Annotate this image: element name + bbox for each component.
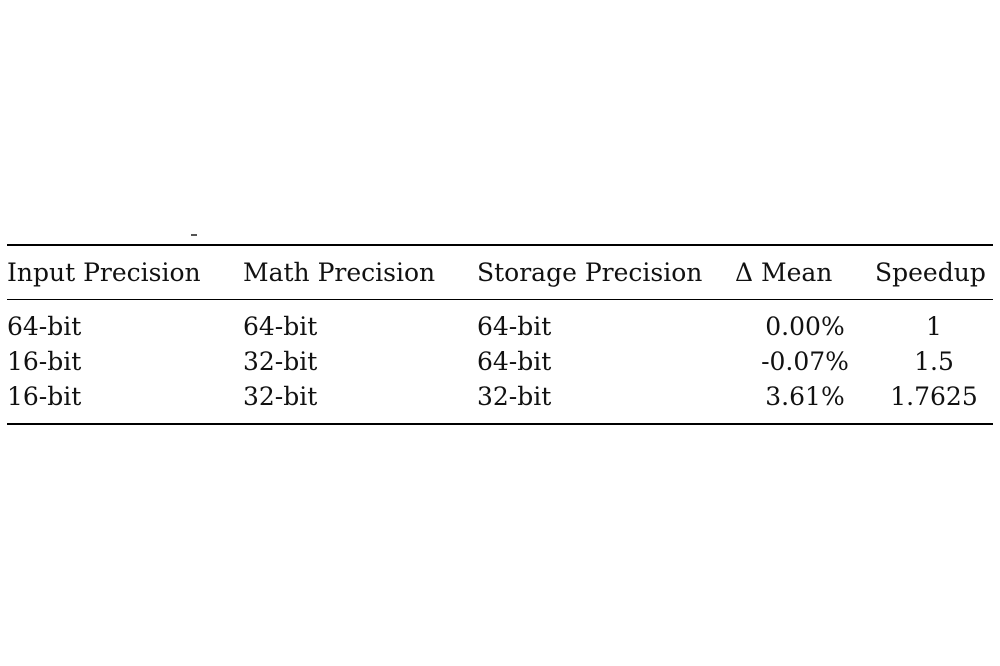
results-table-container: Input Precision Math Precision Storage P…	[7, 244, 993, 425]
cell-speedup: 1.7625	[890, 382, 978, 411]
cell-storage-precision: 64-bit	[477, 312, 552, 341]
table-row: 64-bit 64-bit 64-bit 0.00% 1	[7, 300, 993, 345]
cell-delta-mean: 3.61%	[765, 382, 845, 411]
table-row: 16-bit 32-bit 32-bit 3.61% 1.7625	[7, 379, 993, 424]
table-row: 16-bit 32-bit 64-bit -0.07% 1.5	[7, 344, 993, 379]
cell-input-precision: 16-bit	[7, 382, 82, 411]
cell-input-precision: 64-bit	[7, 312, 82, 341]
header-delta-mean: Δ Mean	[735, 258, 833, 287]
header-math-precision: Math Precision	[243, 258, 436, 287]
cell-math-precision: 32-bit	[243, 347, 318, 376]
table-header-row: Input Precision Math Precision Storage P…	[7, 245, 993, 300]
cell-math-precision: 32-bit	[243, 382, 318, 411]
header-storage-precision: Storage Precision	[477, 258, 703, 287]
cell-storage-precision: 32-bit	[477, 382, 552, 411]
header-input-precision: Input Precision	[7, 258, 201, 287]
precision-results-table: Input Precision Math Precision Storage P…	[7, 244, 993, 425]
cell-delta-mean: -0.07%	[761, 347, 849, 376]
stray-mark	[191, 234, 197, 236]
header-speedup: Speedup	[875, 258, 986, 287]
cell-speedup: 1	[926, 312, 942, 341]
cell-delta-mean: 0.00%	[765, 312, 845, 341]
cell-math-precision: 64-bit	[243, 312, 318, 341]
cell-storage-precision: 64-bit	[477, 347, 552, 376]
cell-speedup: 1.5	[914, 347, 954, 376]
cell-input-precision: 16-bit	[7, 347, 82, 376]
